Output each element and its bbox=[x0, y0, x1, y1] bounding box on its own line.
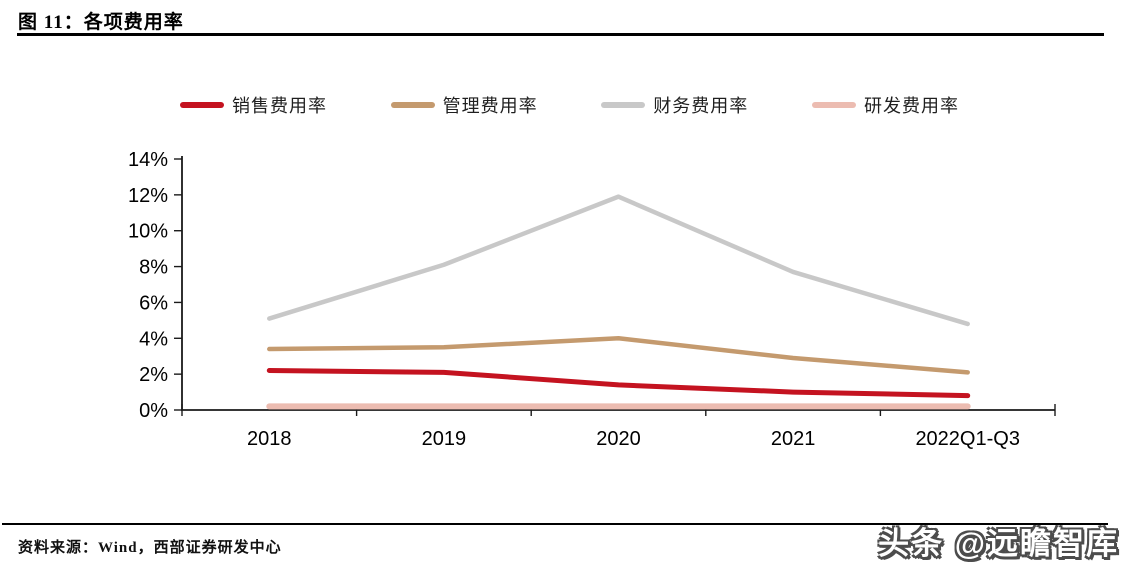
legend-item: 财务费用率 bbox=[601, 92, 748, 118]
toutiao-watermark: 头条 @远瞻智库 bbox=[878, 526, 1119, 561]
legend-item: 管理费用率 bbox=[390, 92, 538, 118]
series-line-1 bbox=[266, 368, 971, 399]
legend-line-swatch bbox=[180, 102, 224, 108]
figure-title: 图 11：各项费用率 bbox=[18, 12, 184, 33]
y-axis-tick-label: 14% bbox=[128, 149, 168, 171]
legend-line-swatch bbox=[390, 102, 435, 108]
legend-line-swatch bbox=[811, 102, 856, 108]
x-axis-category-label: 2018 bbox=[247, 428, 292, 450]
chart-legend: 销售费用率 管理费用率 财务费用率 研发费用率 bbox=[180, 92, 959, 118]
legend-label: 销售费用率 bbox=[232, 96, 327, 116]
legend-item: 研发费用率 bbox=[811, 92, 959, 118]
y-axis-tick-label: 4% bbox=[139, 328, 168, 350]
legend-label: 研发费用率 bbox=[863, 96, 959, 116]
x-axis-category-label: 2021 bbox=[771, 428, 816, 450]
y-axis-tick-label: 10% bbox=[128, 221, 168, 243]
legend-label: 管理费用率 bbox=[442, 96, 538, 116]
footer-divider-line bbox=[2, 523, 1108, 525]
x-axis-category-label: 2022Q1-Q3 bbox=[915, 428, 1020, 450]
y-axis-tick-label: 12% bbox=[128, 185, 168, 207]
x-axis-category-label: 2020 bbox=[596, 428, 641, 450]
legend-item: 销售费用率 bbox=[180, 92, 327, 118]
series-line-3 bbox=[267, 194, 970, 327]
x-axis-category-label: 2019 bbox=[422, 428, 467, 450]
y-axis-tick-label: 0% bbox=[139, 400, 168, 422]
title-divider-line bbox=[17, 33, 1104, 36]
legend-label: 财务费用率 bbox=[653, 96, 749, 116]
series-line-2 bbox=[267, 336, 970, 375]
y-axis-tick-label: 6% bbox=[139, 292, 168, 314]
y-axis-tick-label: 2% bbox=[139, 364, 168, 386]
data-source-note: 资料来源：Wind，西部证券研发中心 bbox=[18, 540, 282, 556]
y-axis-tick-label: 8% bbox=[139, 257, 168, 279]
legend-line-swatch bbox=[601, 102, 646, 108]
